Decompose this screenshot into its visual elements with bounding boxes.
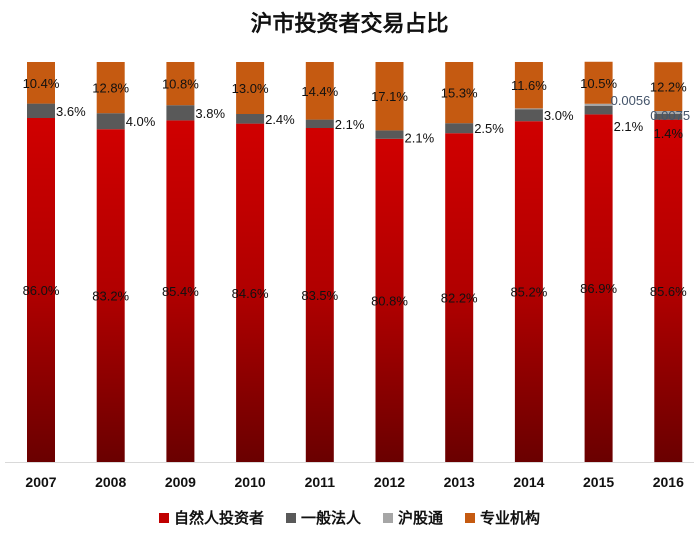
label-corporate: 2.5% <box>474 121 504 136</box>
bar-segment-3 <box>654 62 683 111</box>
x-tick-label: 2008 <box>95 474 126 490</box>
legend-item-professional: 专业机构 <box>465 507 540 528</box>
legend-label: 一般法人 <box>300 509 361 527</box>
x-tick-label: 2014 <box>513 474 544 490</box>
label-corporate: 2.1% <box>405 131 435 146</box>
bar-segment-1 <box>584 106 613 115</box>
legend-label: 自然人投资者 <box>173 509 264 527</box>
label-natural: 86.0% <box>23 283 60 298</box>
bar-segment-2 <box>584 103 613 106</box>
label-natural: 85.4% <box>162 284 199 299</box>
x-tick-label: 2010 <box>235 474 266 490</box>
label-corporate: 2.1% <box>614 119 644 134</box>
label-corporate: 4.0% <box>126 114 156 129</box>
bar-segment-1 <box>166 105 195 121</box>
bar-segment-3 <box>445 62 474 124</box>
bar-segment-0 <box>514 121 543 462</box>
bar-segment-0 <box>96 129 125 462</box>
legend-label: 沪股通 <box>398 509 444 527</box>
label-professional: 14.4% <box>301 84 338 99</box>
label-natural: 83.2% <box>92 289 129 304</box>
bar-segment-0 <box>654 119 683 462</box>
legend-label: 专业机构 <box>480 509 541 527</box>
bar-segment-3 <box>514 62 543 109</box>
bar-segment-3 <box>305 62 334 120</box>
label-professional: 17.1% <box>371 89 408 104</box>
label-professional: 13.0% <box>232 81 269 96</box>
label-natural: 80.8% <box>371 293 408 308</box>
legend-swatch <box>285 512 296 523</box>
x-tick-label: 2007 <box>25 474 56 490</box>
label-corporate: 3.6% <box>56 104 86 119</box>
label-natural: 84.6% <box>232 286 269 301</box>
label-professional: 10.5% <box>580 76 617 91</box>
label-professional: 11.6% <box>511 78 547 93</box>
x-tick-label: 2013 <box>444 474 475 490</box>
chart-title: 沪市投资者交易占比 <box>250 12 449 37</box>
legend-swatch <box>158 512 169 523</box>
label-hk-connect: 0.0056 <box>611 93 651 108</box>
bar-segment-1 <box>445 123 474 134</box>
label-corporate: 2.1% <box>335 117 365 132</box>
bar-segment-1 <box>654 114 683 120</box>
bar-segment-3 <box>236 62 265 114</box>
label-professional: 10.4% <box>23 76 60 91</box>
legend-swatch <box>465 512 476 523</box>
legend: 自然人投资者 一般法人 沪股通 专业机构 <box>0 507 699 528</box>
bar-segment-0 <box>27 118 55 462</box>
bar-segment-1 <box>236 114 265 124</box>
label-natural: 85.6% <box>650 284 687 299</box>
bar-segment-0 <box>375 138 404 463</box>
label-hk-connect: 0.0075 <box>650 108 690 123</box>
legend-item-corporate: 一般法人 <box>285 507 361 528</box>
bar-segment-0 <box>584 114 613 463</box>
bar-segment-1 <box>305 119 334 128</box>
label-professional: 10.8% <box>162 77 199 92</box>
label-corporate: 3.8% <box>195 106 225 121</box>
label-natural: 85.2% <box>510 285 547 300</box>
bar-segment-1 <box>96 113 125 130</box>
bar-segment-0 <box>445 133 474 462</box>
bar-segment-0 <box>166 120 195 463</box>
label-corporate: 3.0% <box>544 108 574 123</box>
label-corporate: 2.4% <box>265 112 295 127</box>
bar-segment-0 <box>305 128 334 462</box>
label-corporate: 1.4% <box>653 126 683 141</box>
x-tick-label: 2015 <box>583 474 614 490</box>
bar-segment-2 <box>654 111 683 114</box>
bar-segment-1 <box>375 130 404 139</box>
label-professional: 12.8% <box>92 81 129 96</box>
x-tick-label: 2011 <box>305 474 336 490</box>
x-tick-label: 2009 <box>165 474 196 490</box>
label-natural: 82.2% <box>441 291 478 306</box>
x-tick-label: 2016 <box>653 474 684 490</box>
legend-item-hk-connect: 沪股通 <box>383 507 443 528</box>
bar-segment-3 <box>166 62 195 106</box>
label-professional: 12.2% <box>650 79 687 94</box>
bar-segment-3 <box>27 62 55 104</box>
legend-swatch <box>383 512 393 523</box>
bar-segment-2 <box>514 108 543 110</box>
legend-item-natural: 自然人投资者 <box>158 507 264 528</box>
x-tick-label: 2012 <box>374 474 405 490</box>
bar-segment-1 <box>27 103 55 118</box>
bar-segment-3 <box>584 61 613 104</box>
label-natural: 86.9% <box>580 281 617 296</box>
label-natural: 83.5% <box>301 288 338 303</box>
bar-segment-3 <box>96 62 125 114</box>
label-professional: 15.3% <box>441 86 478 101</box>
bar-segment-0 <box>236 123 265 462</box>
bar-segment-3 <box>375 62 404 131</box>
bar-segment-1 <box>514 109 543 122</box>
